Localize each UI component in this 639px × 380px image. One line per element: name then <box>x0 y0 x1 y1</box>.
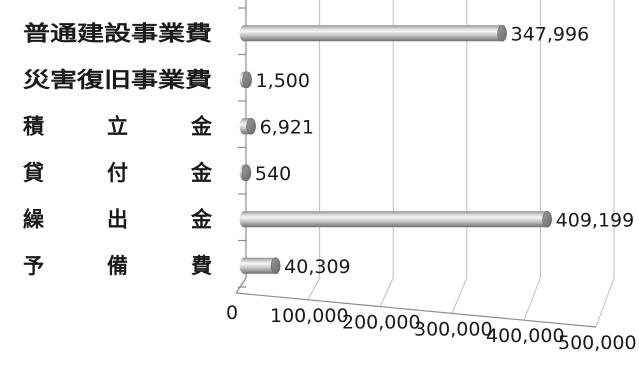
category-label-char: 備 <box>107 254 128 278</box>
bars <box>239 24 552 275</box>
category-label: 繰出金 <box>23 207 213 231</box>
category-label: 普通建設事業費 <box>23 21 212 45</box>
category-label-char: 金 <box>190 114 213 138</box>
bar <box>239 257 281 275</box>
gridlines <box>235 0 615 328</box>
data-label: 6,921 <box>260 116 314 138</box>
bar <box>239 210 552 228</box>
bar <box>239 117 256 135</box>
bar-body <box>244 257 276 274</box>
data-label: 347,996 <box>511 23 590 45</box>
gridline-floor <box>379 277 394 307</box>
category-label-char: 金 <box>190 161 213 185</box>
gridline-floor <box>595 277 615 328</box>
category-label-char: 出 <box>107 207 128 231</box>
category-label: 災害復旧事業費 <box>23 68 212 92</box>
bar-cap <box>270 257 281 275</box>
category-label-char: 貸 <box>22 161 44 185</box>
x-axis-line <box>235 292 597 328</box>
labels: 347,996 1,500 6,921 540 409,199 40,309 普通建設事業費… <box>22 21 637 354</box>
bar-base <box>239 118 249 135</box>
bar-base <box>239 211 249 228</box>
bar-body <box>244 25 503 42</box>
data-label: 40,309 <box>284 256 350 278</box>
bar <box>239 164 252 182</box>
tick-label: 200,000 <box>342 312 421 334</box>
category-label-char: 付 <box>107 161 128 185</box>
category-label-text: 普通建設事業費 <box>23 21 212 45</box>
bar-cap <box>246 117 256 135</box>
tick-label: 400,000 <box>486 325 565 347</box>
bar-body <box>244 211 548 228</box>
category-label: 貸付金 <box>22 161 213 185</box>
data-label: 1,500 <box>256 70 310 92</box>
tick-label: 0 <box>226 302 238 324</box>
bar <box>239 71 252 89</box>
category-label: 積立金 <box>23 114 213 138</box>
tick-label: 300,000 <box>414 318 493 340</box>
category-label-char: 立 <box>107 114 128 138</box>
axes <box>235 0 597 328</box>
category-label-char: 繰 <box>23 207 45 231</box>
bar <box>239 24 507 42</box>
axis-depth-line <box>235 277 247 294</box>
data-label: 409,199 <box>556 209 635 231</box>
bar-cap <box>241 164 252 182</box>
gridline-floor <box>451 277 468 314</box>
category-label-char: 金 <box>190 207 213 231</box>
category-label-char: 積 <box>23 114 45 138</box>
gridline-floor <box>307 277 321 301</box>
bar-base <box>239 257 249 274</box>
category-label-char: 予 <box>23 254 44 278</box>
data-label: 540 <box>255 163 291 185</box>
bar-cap <box>242 71 252 89</box>
bar-cap <box>542 210 552 228</box>
bar-cap <box>497 24 507 42</box>
category-label: 予備費 <box>23 254 212 278</box>
category-label-char: 費 <box>191 254 212 278</box>
category-label-text: 災害復旧事業費 <box>23 68 212 92</box>
gridline-floor <box>523 277 541 321</box>
bar-base <box>239 25 249 42</box>
tick-label: 100,000 <box>270 305 349 327</box>
tick-label: 500,000 <box>558 332 637 354</box>
